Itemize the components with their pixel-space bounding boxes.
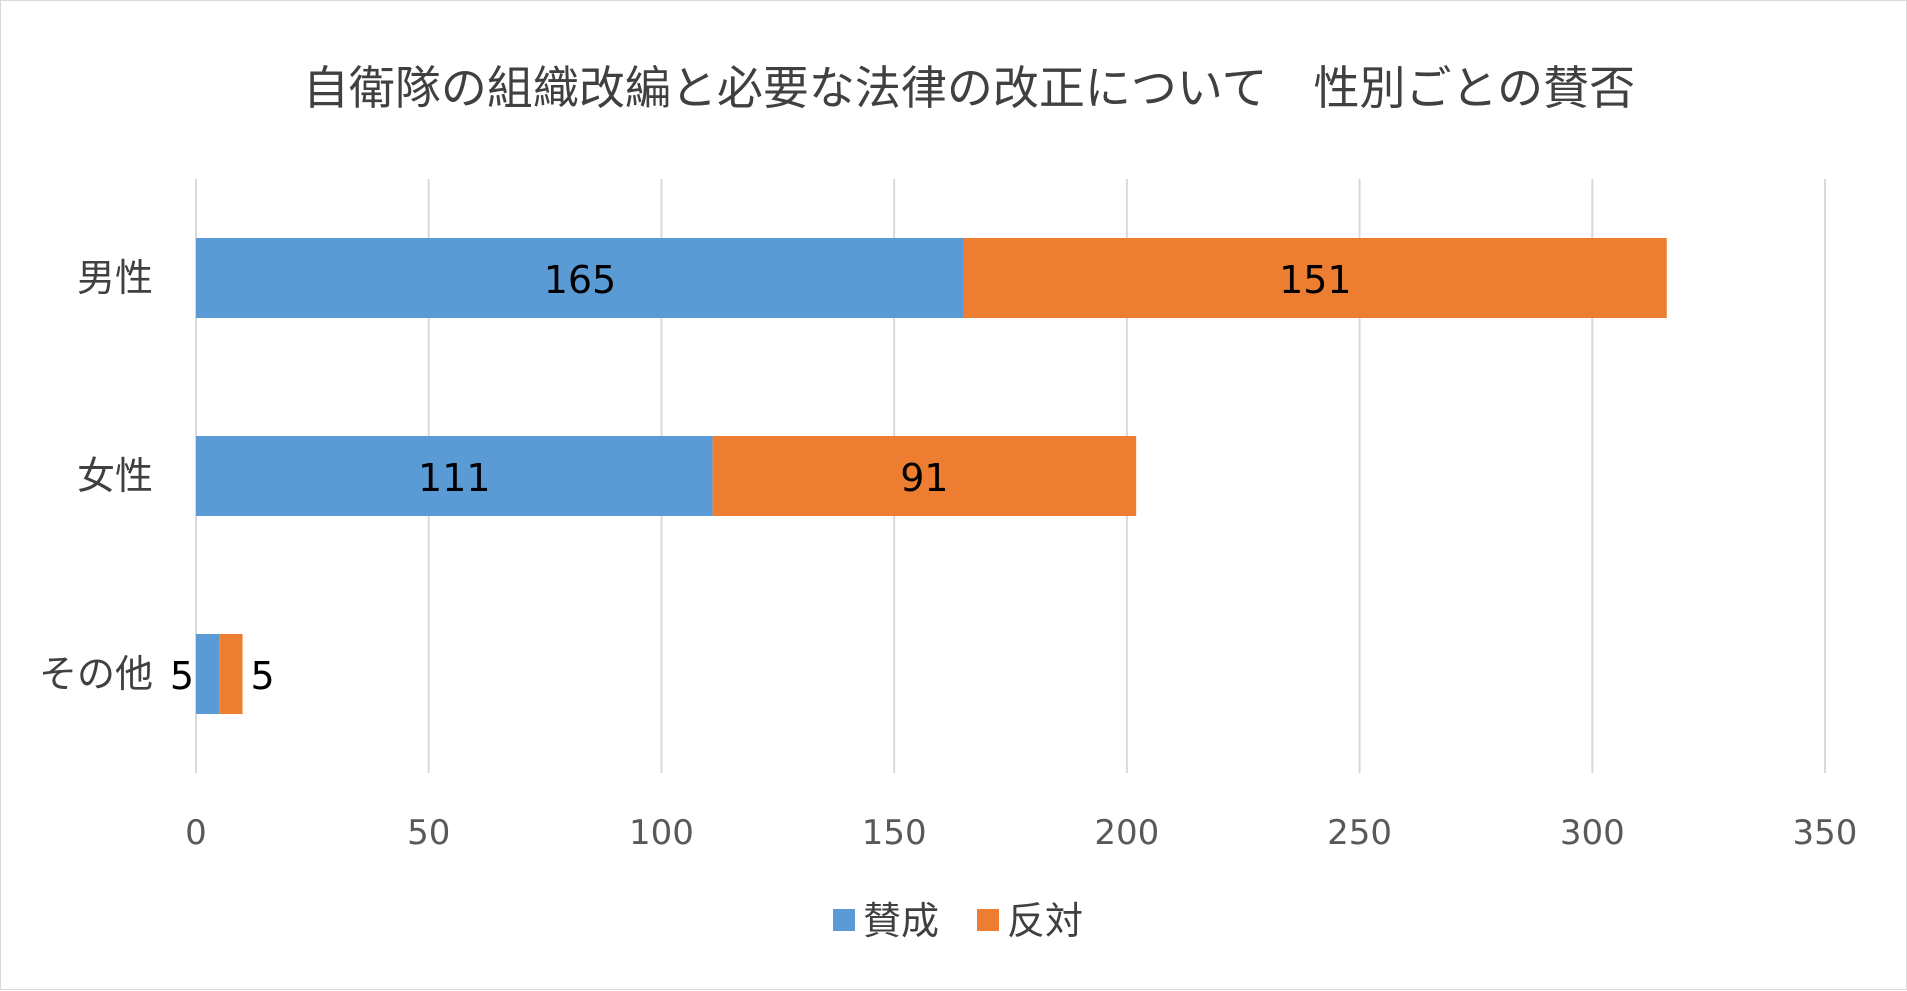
x-tick-label: 50	[407, 813, 450, 853]
x-tick-label: 250	[1327, 813, 1392, 853]
x-tick-label: 350	[1793, 813, 1858, 853]
data-label: 91	[900, 456, 948, 500]
bars	[196, 238, 1667, 714]
category-label: 女性	[77, 454, 153, 498]
legend-label: 反対	[1007, 899, 1083, 943]
x-tick-label: 150	[862, 813, 927, 853]
x-tick-label: 300	[1560, 813, 1625, 853]
legend-swatch-support	[833, 909, 855, 931]
legend: 賛成 反対	[833, 899, 1083, 943]
legend-swatch-oppose	[977, 909, 999, 931]
data-label: 5	[251, 654, 275, 698]
data-label: 165	[544, 258, 617, 302]
category-label: 男性	[77, 256, 153, 300]
category-label: その他	[39, 652, 153, 696]
bar-support	[196, 634, 220, 714]
data-label: 111	[418, 456, 491, 500]
chart-title: 自衛隊の組織改編と必要な法律の改正について 性別ごとの賛否	[303, 61, 1635, 115]
bar-oppose	[712, 436, 1137, 516]
x-tick-label: 0	[185, 813, 207, 853]
data-label: 5	[170, 654, 194, 698]
data-label: 151	[1279, 258, 1352, 302]
labels: 0 50 100 150 200 250 300 350 男性 165 151 女性 111 91 その他 5…	[39, 256, 1857, 853]
bar-support	[196, 238, 964, 318]
bar-oppose	[219, 634, 243, 714]
bar-oppose	[963, 238, 1667, 318]
x-tick-label: 100	[629, 813, 694, 853]
legend-label: 賛成	[863, 899, 939, 943]
bar-support	[196, 436, 713, 516]
x-tick-label: 200	[1094, 813, 1159, 853]
